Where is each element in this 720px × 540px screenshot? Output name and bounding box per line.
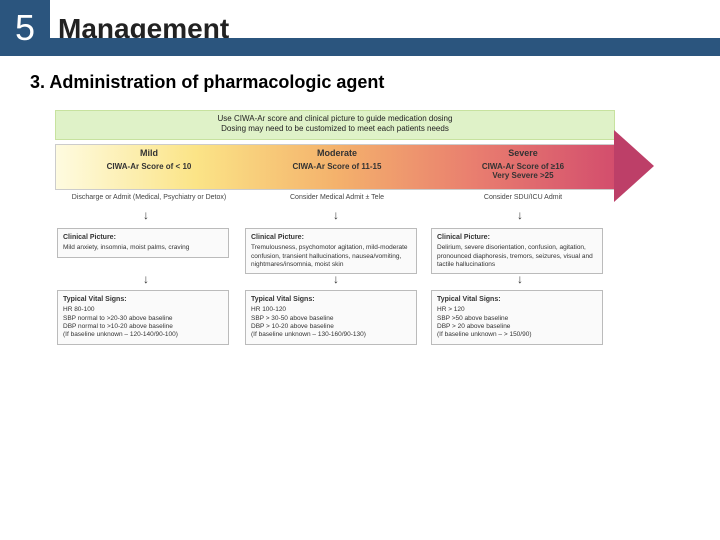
vitals-text-mild: HR 80-100 SBP normal to >20-30 above bas…	[63, 306, 223, 340]
arrow-down-icon: ↓	[517, 208, 523, 222]
stage-score-mild: CIWA-Ar Score of < 10	[59, 162, 239, 171]
stage-score-moderate: CIWA-Ar Score of 11-15	[247, 162, 427, 171]
arrow-down-icon: ↓	[143, 272, 149, 286]
arrow-head-icon	[614, 130, 654, 202]
clinical-box-mild: Clinical Picture: Mild anxiety, insomnia…	[57, 228, 229, 258]
dosing-guidance-band: Use CIWA-Ar score and clinical picture t…	[55, 110, 615, 140]
vitals-text-moderate: HR 100-120 SBP > 30-50 above baseline DB…	[251, 306, 411, 340]
stage-score-severe: CIWA-Ar Score of ≥16 Very Severe >25	[433, 162, 613, 180]
clinical-text-mild: Mild anxiety, insomnia, moist palms, cra…	[63, 244, 223, 252]
arrow-down-icon: ↓	[333, 208, 339, 222]
header-stripe	[50, 38, 720, 56]
arrow-down-icon: ↓	[143, 208, 149, 222]
clinical-title: Clinical Picture:	[251, 233, 411, 242]
stage-col-mild: Mild CIWA-Ar Score of < 10	[59, 146, 239, 171]
stage-title-moderate: Moderate	[247, 148, 427, 158]
arrow-caption: Delirium Tremens (DTs) & Resistant Alcoh…	[655, 130, 719, 164]
section-subhead: 3. Administration of pharmacologic agent	[30, 72, 384, 93]
clinical-title: Clinical Picture:	[437, 233, 597, 242]
clinical-text-moderate: Tremulousness, psychomotor agitation, mi…	[251, 244, 411, 269]
vitals-box-mild: Typical Vital Signs: HR 80-100 SBP norma…	[57, 290, 229, 345]
vitals-title: Typical Vital Signs:	[63, 295, 223, 304]
stage-title-severe: Severe	[433, 148, 613, 158]
vitals-text-severe: HR > 120 SBP >50 above baseline DBP > 20…	[437, 306, 597, 340]
disposition-mild: Discharge or Admit (Medical, Psychiatry …	[59, 194, 239, 201]
slide-header: 5 Management	[0, 0, 720, 50]
stage-title-mild: Mild	[59, 148, 239, 158]
stage-col-severe: Severe CIWA-Ar Score of ≥16 Very Severe …	[433, 146, 613, 180]
arrow-caption-l2: Resistant Alcohol Withdrawal (RAW)	[655, 147, 719, 164]
arrow-caption-l1: Delirium Tremens (DTs) &	[655, 130, 719, 147]
clinical-text-severe: Delirium, severe disorientation, confusi…	[437, 244, 597, 269]
clinical-box-severe: Clinical Picture: Delirium, severe disor…	[431, 228, 603, 274]
slide-number: 5	[0, 0, 50, 56]
severity-chart: Use CIWA-Ar score and clinical picture t…	[55, 110, 665, 440]
guidance-line1: Use CIWA-Ar score and clinical picture t…	[60, 114, 610, 124]
disposition-severe: Consider SDU/ICU Admit	[433, 194, 613, 201]
guidance-line2: Dosing may need to be customized to meet…	[60, 124, 610, 134]
vitals-title: Typical Vital Signs:	[437, 295, 597, 304]
vitals-box-severe: Typical Vital Signs: HR > 120 SBP >50 ab…	[431, 290, 603, 345]
clinical-title: Clinical Picture:	[63, 233, 223, 242]
disposition-moderate: Consider Medical Admit ± Tele	[247, 194, 427, 201]
vitals-title: Typical Vital Signs:	[251, 295, 411, 304]
stage-col-moderate: Moderate CIWA-Ar Score of 11-15	[247, 146, 427, 171]
clinical-box-moderate: Clinical Picture: Tremulousness, psychom…	[245, 228, 417, 274]
vitals-box-moderate: Typical Vital Signs: HR 100-120 SBP > 30…	[245, 290, 417, 345]
